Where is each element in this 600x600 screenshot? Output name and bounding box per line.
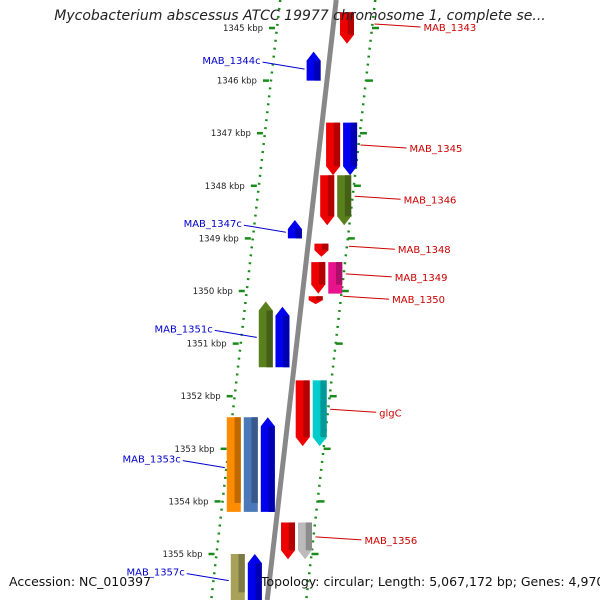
gene-mab_1356-shade <box>288 522 296 551</box>
scale-label: 1355 kbp <box>162 550 202 560</box>
scale-label: 1351 kbp <box>187 340 227 350</box>
gene-mab_1356-label: MAB_1356 <box>364 536 417 547</box>
scale-label: 1352 kbp <box>181 392 221 402</box>
gene-glgc-label: glgC <box>379 408 401 419</box>
gene-mab_1357c-shade <box>238 554 245 593</box>
gene-mab_1343-label: MAB_1343 <box>423 23 476 34</box>
scale-label: 1353 kbp <box>175 445 215 455</box>
map-title: Mycobacterium abscessus ATCC 19977 chrom… <box>54 8 546 24</box>
gene-mab_1349-shade <box>318 262 326 285</box>
gene-mab_1346-shade <box>327 175 335 217</box>
gene-mab_1345-leader <box>360 144 407 149</box>
gene-block-shade <box>283 315 290 368</box>
scale-label: 1346 kbp <box>217 77 257 87</box>
gene-block-shade <box>251 417 258 503</box>
gene-glgc-shade <box>303 380 310 438</box>
gene-mab_1353c-leader <box>182 460 225 469</box>
scale-label: 1345 kbp <box>223 24 263 34</box>
gene-mab_1344c-shade <box>314 60 321 81</box>
gene-mab_1348-leader <box>348 245 395 250</box>
gene-mab_1351c-shade <box>266 310 273 368</box>
gene-block-shade <box>320 380 327 438</box>
accession-label: Accession: NC_010397 <box>9 574 152 589</box>
gene-mab_1353c-shade <box>234 417 241 503</box>
gene-mab_1343-leader <box>374 23 421 28</box>
gene-mab_1344c-leader <box>262 61 305 70</box>
gene-block-shade <box>350 122 358 167</box>
gene-mab_1350-label: MAB_1350 <box>392 295 445 306</box>
gene-block-shade <box>335 262 343 285</box>
gene-mab_1350-leader <box>343 295 390 300</box>
scale-label: 1354 kbp <box>168 497 208 507</box>
gene-block-shade <box>305 522 313 551</box>
gene-mab_1347c-label: MAB_1347c <box>184 219 242 230</box>
scale-label: 1349 kbp <box>199 234 239 244</box>
gene-mab_1350-shade <box>316 296 323 301</box>
scale-label: 1347 kbp <box>211 129 251 139</box>
gene-mab_1348-label: MAB_1348 <box>398 245 451 256</box>
gene-mab_1351c-leader <box>214 329 257 338</box>
gene-mab_1344c-label: MAB_1344c <box>202 56 260 67</box>
gene-mab_1347c-leader <box>243 224 286 233</box>
gene-mab_1356-leader <box>315 536 362 541</box>
gene-mab_1349-leader <box>345 273 392 278</box>
gene-mab_1345-label: MAB_1345 <box>410 144 463 155</box>
gene-mab_1343-shade <box>347 12 354 35</box>
gene-mab_1347c-shade <box>295 228 302 239</box>
gene-mab_1346-leader <box>354 195 401 200</box>
gene-mab_1357c-leader <box>186 573 229 582</box>
genome-summary: Topology: circular; Length: 5,067,172 bp… <box>261 574 600 589</box>
gene-block-shade <box>344 175 352 217</box>
gene-mab_1357c-label: MAB_1357c <box>127 568 185 579</box>
gene-block-shade <box>268 426 275 512</box>
gene-mab_1349-label: MAB_1349 <box>395 273 448 284</box>
backbone-line <box>264 0 339 600</box>
scale-label: 1350 kbp <box>193 287 233 297</box>
gene-mab_1345-shade <box>333 122 341 167</box>
gene-mab_1348-shade <box>322 243 329 251</box>
gene-mab_1346-label: MAB_1346 <box>404 195 457 206</box>
scale-label: 1348 kbp <box>205 182 245 192</box>
gene-glgc-leader <box>330 408 377 413</box>
gene-mab_1351c-label: MAB_1351c <box>154 324 212 335</box>
gene-block-shade <box>255 563 262 600</box>
gene-mab_1353c-label: MAB_1353c <box>123 455 181 466</box>
